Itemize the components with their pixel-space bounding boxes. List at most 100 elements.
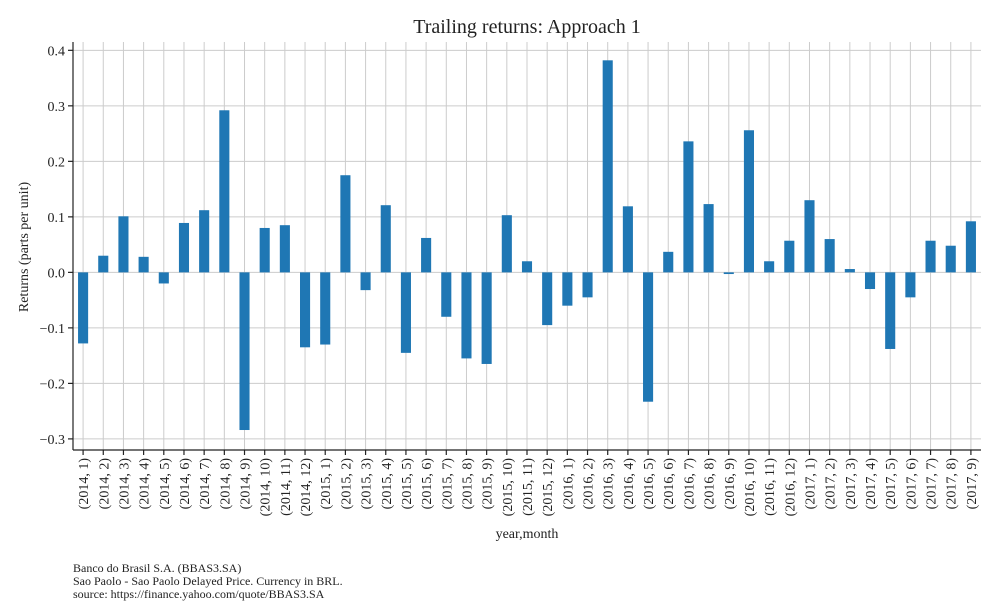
- x-tick-label: (2015, 8): [460, 458, 475, 510]
- bar: [965, 221, 976, 273]
- y-tick-label: −0.3: [40, 433, 65, 448]
- bar: [622, 206, 633, 273]
- x-tick-label: (2016, 4): [622, 458, 637, 510]
- x-tick-label: (2014, 5): [158, 458, 173, 510]
- bar: [320, 272, 331, 345]
- y-tick-label: −0.1: [40, 322, 65, 337]
- footer-company: Banco do Brasil S.A. (BBAS3.SA): [73, 561, 242, 575]
- x-axis-label: year,month: [496, 527, 559, 542]
- bar: [683, 141, 694, 273]
- x-tick-label: (2017, 6): [904, 458, 919, 510]
- y-axis-label: Returns (parts per unit): [17, 182, 32, 313]
- bar: [804, 200, 815, 273]
- bar: [501, 215, 512, 273]
- bar: [158, 272, 169, 284]
- bar: [421, 237, 432, 273]
- x-tick-label: (2016, 8): [703, 458, 718, 510]
- bar: [764, 261, 775, 273]
- bar: [461, 272, 472, 359]
- x-tick-label: (2017, 5): [884, 458, 899, 510]
- x-tick-label: (2015, 12): [541, 458, 556, 517]
- footer-exchange: Sao Paolo - Sao Paolo Delayed Price. Cur…: [73, 574, 343, 588]
- x-tick-label: (2014, 1): [77, 458, 92, 510]
- x-tick-label: (2016, 11): [763, 458, 778, 516]
- y-tick-label: 0.2: [48, 155, 66, 170]
- bar: [178, 222, 190, 273]
- bar: [138, 256, 149, 273]
- bar: [542, 272, 553, 326]
- x-tick-label: (2017, 7): [925, 458, 940, 510]
- x-tick-label: (2016, 10): [743, 458, 758, 517]
- x-tick-label: (2017, 4): [864, 458, 879, 510]
- x-tick-label: (2014, 7): [198, 458, 213, 510]
- chart-title: Trailing returns: Approach 1: [413, 16, 641, 38]
- bar: [743, 130, 754, 273]
- bar: [723, 272, 734, 275]
- x-tick-label: (2015, 1): [319, 458, 334, 510]
- x-tick-label: (2015, 3): [360, 458, 375, 510]
- x-tick-label: (2015, 7): [440, 458, 455, 510]
- x-tick-label: (2014, 11): [279, 458, 294, 516]
- bar: [279, 225, 290, 273]
- y-tick-label: 0.1: [48, 211, 66, 226]
- x-tick-label: (2017, 2): [824, 458, 839, 510]
- bar: [945, 245, 956, 273]
- y-tick-label: −0.2: [40, 377, 65, 392]
- x-tick-label: (2016, 5): [642, 458, 657, 510]
- bar: [118, 216, 129, 273]
- x-tick-label: (2015, 4): [380, 458, 395, 510]
- bar: [239, 272, 250, 431]
- bar: [380, 205, 391, 273]
- bar: [481, 272, 492, 364]
- bar-layer: [78, 60, 976, 431]
- bar: [663, 251, 674, 273]
- x-tick-label: (2015, 9): [481, 458, 496, 510]
- y-tick-label: 0.4: [48, 44, 66, 59]
- bar: [864, 272, 876, 290]
- x-tick-label: (2016, 3): [602, 458, 617, 510]
- bar: [562, 272, 573, 306]
- bar: [300, 272, 311, 348]
- x-tick-label: (2015, 10): [501, 458, 516, 517]
- bar: [703, 204, 714, 273]
- x-tick-label: (2016, 6): [662, 458, 677, 510]
- bar: [784, 240, 795, 273]
- x-tick-label: (2017, 3): [844, 458, 859, 510]
- x-tick-label: (2014, 2): [97, 458, 112, 510]
- x-tick-label: (2017, 1): [803, 458, 818, 510]
- x-tick-label: (2014, 8): [218, 458, 233, 510]
- axis-layer: −0.3 −0.2 −0.1 0.0 0.1 0.2 0.3 0.4 (2014, 1) (201…: [40, 42, 981, 516]
- footer-source: source: https://finance.yahoo.com/quote/…: [73, 587, 325, 601]
- bar: [824, 239, 835, 273]
- x-tick-label: (2014, 4): [138, 458, 153, 510]
- x-tick-label: (2014, 6): [178, 458, 193, 510]
- bar: [905, 272, 916, 298]
- bar: [602, 60, 613, 273]
- x-tick-label: (2016, 12): [783, 458, 798, 517]
- x-tick-label: (2014, 10): [259, 458, 274, 517]
- x-tick-label: (2015, 11): [521, 458, 536, 516]
- x-tick-label: (2016, 9): [723, 458, 738, 510]
- x-tick-label: (2014, 12): [299, 458, 314, 517]
- x-tick-label: (2014, 9): [239, 458, 254, 510]
- x-tick-label: (2015, 5): [400, 458, 415, 510]
- x-tick-label: (2015, 2): [339, 458, 354, 510]
- returns-bar-chart: Trailing returns: Approach 1 −0.3 −0.2 −0.…: [17, 16, 981, 542]
- x-tick-label: (2017, 9): [965, 458, 980, 510]
- source-footer: Banco do Brasil S.A. (BBAS3.SA) Sao Paol…: [73, 562, 343, 601]
- bar: [259, 227, 270, 273]
- bar: [441, 272, 452, 317]
- bar: [643, 272, 654, 402]
- bar: [844, 269, 855, 273]
- bar: [98, 255, 109, 273]
- bar: [885, 272, 896, 349]
- bar: [199, 210, 210, 273]
- bar: [925, 240, 936, 273]
- bar: [78, 272, 89, 344]
- x-tick-label: (2016, 2): [582, 458, 597, 510]
- x-tick-label: (2016, 7): [682, 458, 697, 510]
- bar: [360, 272, 371, 291]
- bar: [219, 110, 230, 273]
- x-tick-label: (2016, 1): [561, 458, 576, 510]
- bar: [521, 261, 533, 273]
